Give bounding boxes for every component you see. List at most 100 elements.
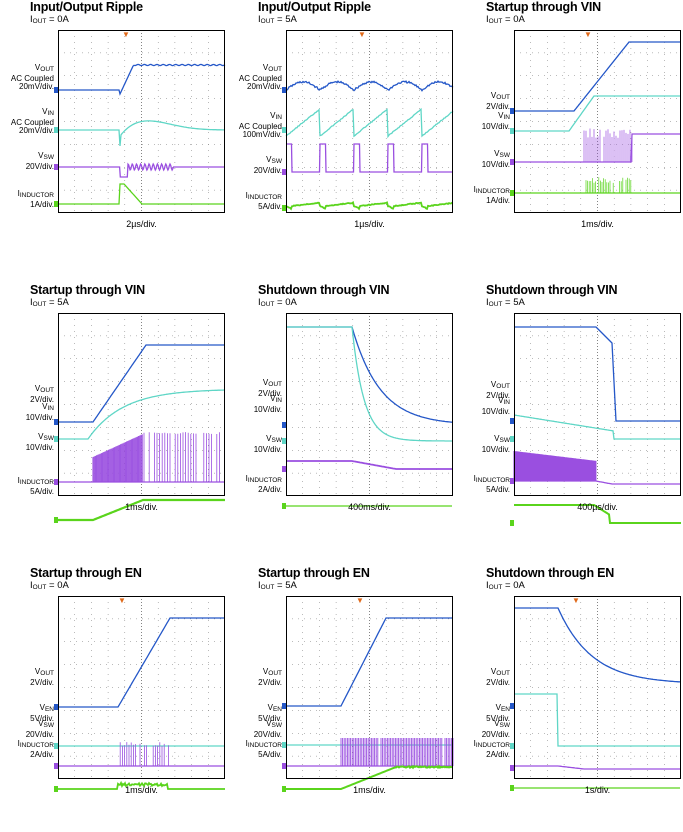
trace-scale: 5A/div. (486, 484, 510, 494)
scope-panel: Input/Output Ripple IOUT = 5A VOUT AC Coupl… (228, 0, 455, 266)
trace-vsw (514, 765, 681, 770)
trace-label: VOUT 2V/div. (258, 667, 282, 687)
trace-symbol: V (490, 667, 497, 676)
channel-ground-marker (510, 743, 514, 749)
trace-label: VOUT 2V/div. (486, 380, 510, 400)
scope-panel: Startup through EN IOUT = 5A VOUT 2V/div. VE… (228, 566, 455, 832)
channel-ground-marker (282, 742, 286, 748)
trace-subscript: INDUCTOR (19, 479, 54, 486)
trace-label: IINDUCTOR 1A/div. (474, 185, 510, 205)
trace-symbol: V (494, 434, 500, 443)
channel-ground-marker (54, 419, 58, 425)
trace-scale: 20V/div. (25, 161, 54, 171)
condition-symbol: I (258, 580, 261, 591)
trace-symbol: V (42, 107, 48, 116)
trace-label: VEN 5V/div. (258, 703, 282, 723)
trace-symbol: V (494, 719, 500, 728)
trace-scale: 5A/div. (258, 201, 282, 211)
trace-label: VIN AC Coupled 100mV/div. (239, 111, 282, 140)
trace-subscript: SW (499, 722, 510, 729)
condition-subscript: OUT (488, 584, 503, 591)
trace-label: VSW 20V/div. (482, 719, 510, 739)
trace-vsw-burst (340, 738, 454, 766)
scope-panel: Startup through VIN IOUT = 5A VOUT 2V/div. V… (0, 283, 227, 549)
trace-label: VSW 10V/div. (254, 434, 282, 454)
condition-subscript: OUT (260, 18, 275, 25)
channel-ground-marker (282, 466, 286, 472)
condition-symbol: I (486, 580, 489, 591)
condition-symbol: I (30, 297, 33, 308)
panel-title: Shutdown through EN (486, 566, 615, 580)
trigger-marker: ▼ (572, 596, 580, 605)
trace-symbol: V (266, 719, 272, 728)
trace-scale: 2A/div. (30, 749, 54, 759)
trace-subscript: OUT (268, 670, 282, 677)
trace-subscript: EN (44, 706, 54, 713)
trace-vout (514, 326, 681, 422)
trace-symbol: V (262, 378, 269, 387)
trace-iinductor (285, 200, 454, 211)
trace-subscript: EN (500, 706, 510, 713)
trace-symbol: V (495, 703, 501, 712)
trace-symbol: V (34, 384, 41, 393)
trace-label: VSW 10V/div. (482, 149, 510, 169)
load-condition: IOUT = 0A (258, 297, 297, 308)
trace-scale: 2V/div. (258, 677, 282, 687)
condition-value: = 5A (274, 14, 297, 25)
trace-vsw-fill (92, 434, 143, 482)
trace-iinductor (58, 498, 225, 522)
trace-symbol: V (34, 667, 41, 676)
trace-vsw-fill (513, 451, 597, 481)
trace-vout (286, 617, 453, 707)
timebase-label: 1µs/div. (354, 219, 385, 229)
trace-label: VIN 10V/div. (254, 394, 283, 414)
trace-iinductor (286, 764, 454, 790)
trace-symbol: V (38, 151, 44, 160)
trace-label: VEN 5V/div. (30, 703, 54, 723)
trace-symbol: V (266, 155, 272, 164)
trace-subscript: OUT (496, 383, 510, 390)
screen-frame (514, 596, 681, 779)
trace-iinductor-burst (585, 177, 632, 193)
trace-scale: 1A/div. (30, 199, 54, 209)
trace-vout (286, 326, 454, 423)
trace-scale: 20V/div. (253, 729, 282, 739)
channel-ground-marker (282, 786, 286, 792)
trace-label: VOUT 2V/div. (486, 91, 510, 111)
trace-subscript: INDUCTOR (247, 742, 282, 749)
screen-frame (286, 30, 453, 213)
scope-panel: Shutdown through VIN IOUT = 0A VOUT 2V/div.… (228, 283, 455, 549)
scope-panel: Shutdown through VIN IOUT = 5A VOUT 2V/div.… (456, 283, 683, 549)
trace-symbol: I (17, 476, 20, 485)
trace-subscript: SW (43, 722, 54, 729)
channel-ground-marker (282, 422, 286, 428)
trace-scale: 2A/div. (258, 484, 282, 494)
channel-ground-marker (510, 478, 514, 484)
channel-ground-marker (54, 479, 58, 485)
trace-vsw (58, 162, 225, 178)
timebase-label: 1ms/div. (581, 219, 614, 229)
load-condition: IOUT = 5A (258, 580, 297, 591)
condition-value: = 5A (46, 297, 69, 308)
trace-scale: 2V/div. (258, 388, 282, 398)
trace-symbol: V (38, 719, 44, 728)
trace-symbol: I (245, 474, 248, 483)
channel-ground-marker (510, 703, 514, 709)
screen-frame (286, 596, 453, 779)
load-condition: IOUT = 0A (486, 580, 525, 591)
condition-subscript: OUT (32, 18, 47, 25)
trace-subscript: IN (275, 397, 283, 404)
trace-symbol: V (42, 402, 48, 411)
trace-scale: 5V/div. (486, 713, 510, 723)
trace-vsw-burst (583, 128, 633, 162)
trace-subscript: OUT (496, 670, 510, 677)
condition-symbol: I (30, 14, 33, 25)
trace-scale: 10V/div. (481, 444, 510, 454)
trace-label: VIN 10V/div. (482, 396, 510, 416)
trace-scale: 2V/div. (486, 390, 510, 400)
condition-subscript: OUT (260, 584, 275, 591)
channel-ground-marker (282, 703, 286, 709)
trace-symbol: V (498, 396, 504, 405)
trace-label: VOUT 2V/div. (486, 667, 510, 687)
channel-ground-marker (54, 743, 58, 749)
